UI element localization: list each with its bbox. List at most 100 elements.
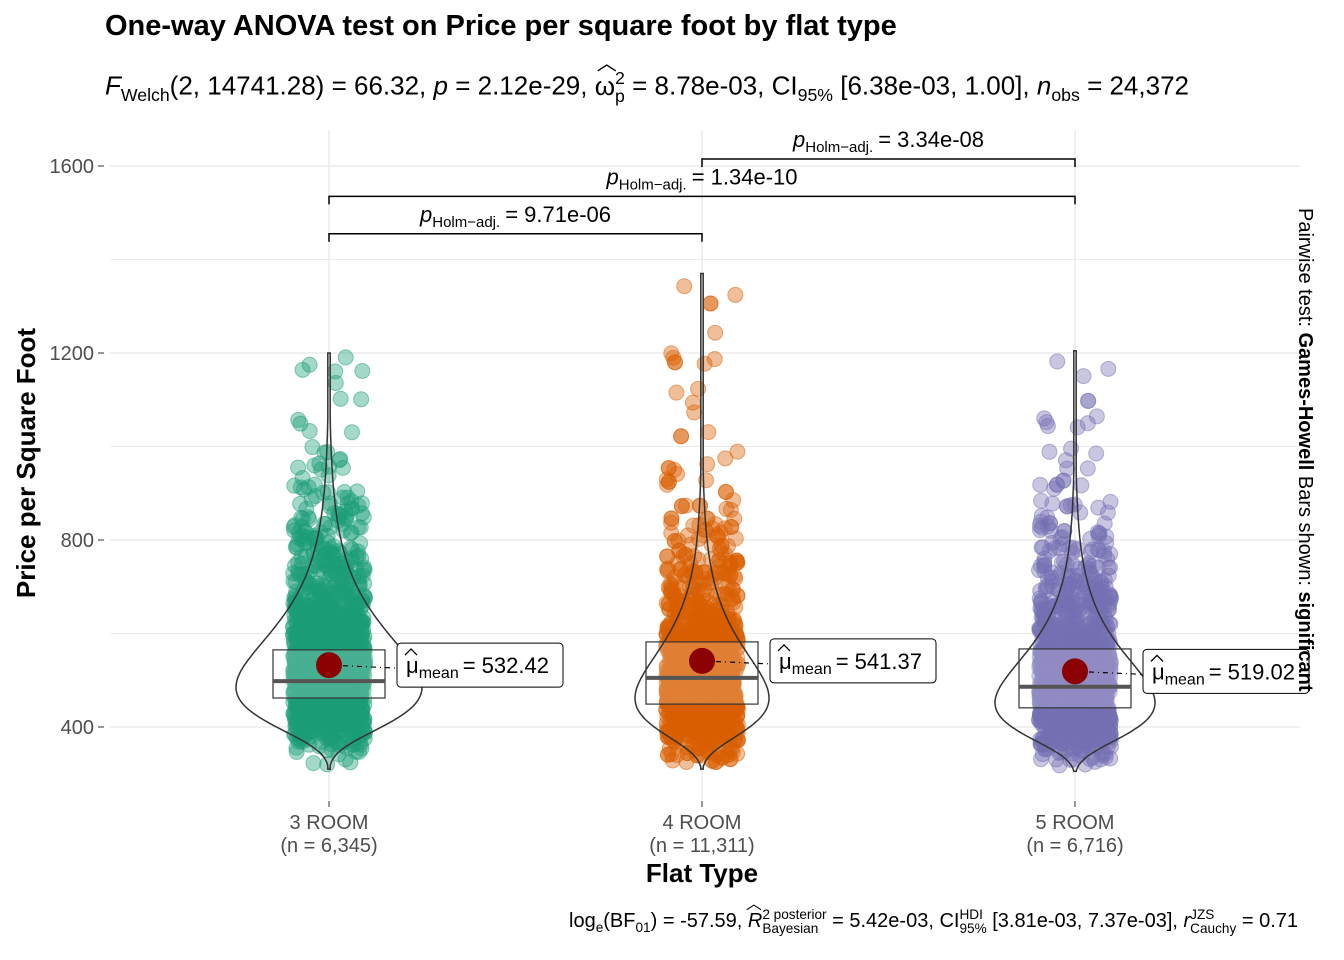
data-point bbox=[1087, 709, 1104, 726]
x-tick-n-label: (n = 6,345) bbox=[280, 835, 377, 857]
data-point bbox=[1088, 408, 1105, 425]
data-point bbox=[1049, 353, 1066, 370]
data-point bbox=[713, 537, 730, 554]
data-point bbox=[1033, 492, 1050, 509]
pairwise-sub: Holm−adj. bbox=[805, 139, 873, 156]
r-sup: JZS bbox=[1190, 907, 1215, 922]
data-point bbox=[722, 554, 739, 571]
data-point bbox=[353, 505, 370, 522]
data-point bbox=[1044, 598, 1061, 615]
data-point bbox=[1102, 493, 1119, 510]
data-point bbox=[660, 473, 677, 490]
data-point bbox=[334, 459, 351, 476]
data-point bbox=[663, 510, 680, 527]
data-point bbox=[311, 594, 328, 611]
data-point bbox=[672, 561, 689, 578]
ci-label: CI bbox=[771, 70, 798, 101]
data-point bbox=[349, 615, 366, 632]
data-point bbox=[349, 483, 366, 500]
data-point bbox=[337, 349, 354, 366]
data-point bbox=[332, 451, 349, 468]
side-prefix: Pairwise test: bbox=[1294, 208, 1316, 333]
data-point bbox=[350, 519, 367, 536]
chart-title: One-way ANOVA test on Price per square f… bbox=[105, 10, 897, 42]
omega-sup: 2 bbox=[615, 68, 625, 88]
data-point bbox=[1098, 721, 1115, 738]
mean-symbol: μ bbox=[406, 653, 419, 678]
data-point bbox=[1102, 546, 1119, 563]
data-point bbox=[668, 384, 685, 401]
data-point bbox=[1032, 476, 1049, 493]
data-point bbox=[1088, 445, 1105, 462]
n-label: n bbox=[1036, 70, 1052, 101]
pairwise-label-1: pHolm−adj. = 1.34e-10 bbox=[605, 164, 797, 193]
data-point bbox=[684, 394, 701, 411]
data-point bbox=[660, 746, 677, 763]
r-value: = 0.71 bbox=[1241, 909, 1298, 932]
data-point bbox=[699, 456, 716, 473]
data-point bbox=[1055, 728, 1072, 745]
data-point bbox=[727, 286, 744, 303]
x-axis-title: Flat Type bbox=[646, 858, 758, 888]
r2-label: ︿ R bbox=[745, 895, 763, 932]
x-tick-n-label: (n = 6,716) bbox=[1026, 835, 1123, 857]
data-point bbox=[1041, 443, 1058, 460]
pairwise-value: = 1.34e-10 bbox=[692, 164, 798, 189]
data-point bbox=[723, 518, 740, 535]
data-point bbox=[729, 443, 746, 460]
y-tick-label: 400 bbox=[61, 717, 94, 739]
data-point bbox=[676, 278, 693, 295]
data-point bbox=[337, 510, 354, 527]
data-point bbox=[724, 581, 741, 598]
mean-symbol: μ bbox=[779, 649, 792, 674]
y-tick-label: 800 bbox=[61, 530, 94, 552]
f-label: F bbox=[105, 70, 121, 101]
y-tick-label: 1600 bbox=[50, 156, 95, 178]
mean-point-2 bbox=[1062, 658, 1088, 685]
data-point bbox=[1100, 360, 1117, 377]
data-point bbox=[1091, 525, 1108, 542]
n-sub: obs bbox=[1051, 84, 1080, 105]
data-point bbox=[329, 604, 346, 621]
omega-label: ︿ ω bbox=[594, 52, 617, 101]
r-stack: JZS Cauchy bbox=[1190, 908, 1236, 935]
data-point bbox=[677, 546, 694, 563]
mean-sub: mean bbox=[792, 661, 832, 678]
data-point bbox=[1059, 596, 1076, 613]
data-point bbox=[666, 354, 683, 371]
pairwise-p: p bbox=[419, 202, 432, 227]
bf-arg-sub: 01 bbox=[635, 919, 651, 935]
data-point bbox=[1079, 460, 1096, 477]
data-point bbox=[1036, 557, 1053, 574]
x-tick-label: 4 ROOM bbox=[663, 812, 742, 834]
data-point bbox=[1092, 751, 1109, 768]
chart-subtitle: FWelch(2, 14741.28) = 66.32, p = 2.12e-2… bbox=[105, 52, 1189, 106]
mean-value: = 532.42 bbox=[463, 653, 549, 678]
r-sub: Cauchy bbox=[1190, 920, 1237, 936]
pairwise-sub: Holm−adj. bbox=[432, 214, 500, 231]
data-point bbox=[290, 554, 307, 571]
data-point bbox=[305, 755, 322, 772]
data-point bbox=[351, 743, 368, 760]
data-point bbox=[325, 579, 342, 596]
mean-value: = 519.02 bbox=[1209, 659, 1295, 684]
f-value: = 66.32, bbox=[331, 70, 427, 101]
data-point bbox=[332, 715, 349, 732]
data-point bbox=[1056, 522, 1073, 539]
pairwise-p: p bbox=[792, 127, 805, 152]
omega-sub: p bbox=[615, 85, 625, 106]
p-value: = 2.12e-29, bbox=[455, 70, 588, 101]
p-label: p bbox=[433, 70, 448, 101]
data-point bbox=[1052, 632, 1069, 649]
r2-sub: Bayesian bbox=[762, 920, 819, 936]
data-point bbox=[292, 633, 309, 650]
data-point bbox=[1048, 476, 1065, 493]
data-point bbox=[707, 714, 724, 731]
pairwise-sub: Holm−adj. bbox=[619, 176, 687, 193]
pairwise-bar-0 bbox=[328, 233, 703, 242]
data-point bbox=[663, 584, 680, 601]
mean-value: = 541.37 bbox=[836, 649, 922, 674]
side-shown: significant bbox=[1294, 591, 1316, 692]
